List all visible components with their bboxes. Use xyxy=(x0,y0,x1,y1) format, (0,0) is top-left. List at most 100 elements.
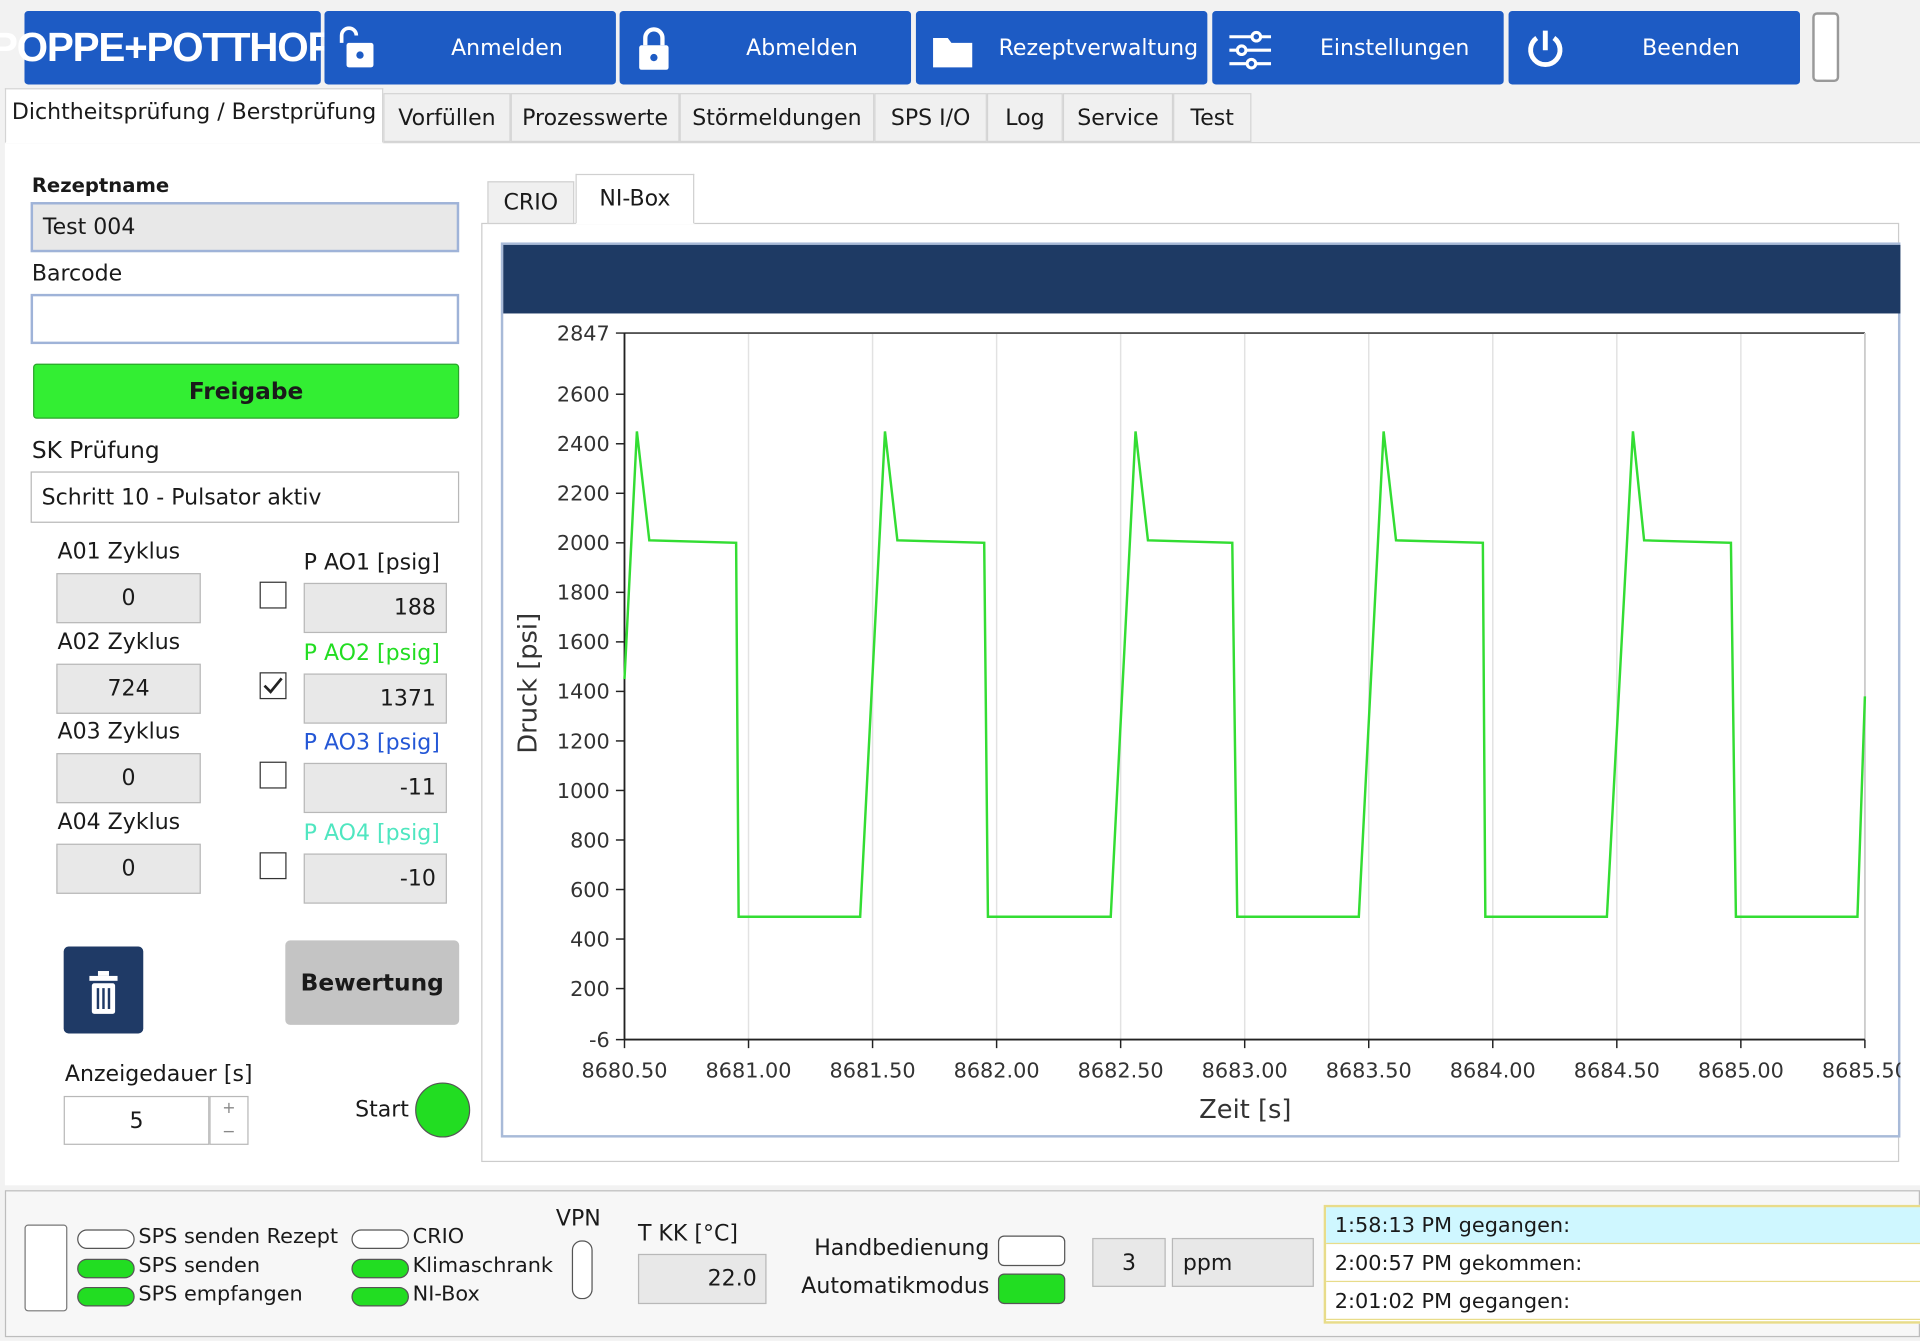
cycle-value: 0 xyxy=(121,855,136,882)
y-tick-label: 2400 xyxy=(557,432,610,456)
pressure-value: -10 xyxy=(399,865,436,891)
status-led xyxy=(77,1258,135,1278)
icon xyxy=(933,37,973,68)
tab[interactable]: Test xyxy=(1173,93,1252,143)
toolbar-button[interactable]: Abmelden xyxy=(619,11,912,85)
x-axis-title: Zeit [s] xyxy=(1199,1095,1291,1125)
y-tick-label: 2847 xyxy=(557,321,610,345)
y-tick-label: 200 xyxy=(570,977,610,1001)
tab[interactable]: Vorfüllen xyxy=(383,93,511,143)
pressure-label: P AO1 [psig] xyxy=(303,549,440,576)
x-tick-label: 8682.00 xyxy=(954,1059,1040,1083)
toolbar-button[interactable]: Anmelden xyxy=(324,11,616,85)
chart-header xyxy=(503,244,1901,314)
pressure-value: -11 xyxy=(399,775,436,801)
check-mark xyxy=(263,676,283,694)
recipe-value: Test 004 xyxy=(42,214,136,240)
status-led xyxy=(351,1258,409,1278)
cycle-value: 0 xyxy=(121,585,136,612)
start-indicator xyxy=(415,1082,471,1138)
button-icon xyxy=(634,26,683,75)
status-led-label: SPS senden Rezept xyxy=(138,1224,339,1249)
scroll-handle xyxy=(1812,12,1840,83)
y-tick-label: 400 xyxy=(570,927,610,951)
mode-label: Handbedienung xyxy=(814,1235,990,1262)
icon xyxy=(639,27,669,70)
x-tick-label: 8681.00 xyxy=(706,1059,792,1083)
pressure-field: 188 xyxy=(303,582,447,634)
chart-tab[interactable]: CRIO xyxy=(487,181,575,225)
chart-panel xyxy=(500,242,1901,1138)
temp-value: 22.0 xyxy=(707,1266,757,1292)
icon xyxy=(1229,30,1272,70)
x-tick-label: 8683.00 xyxy=(1202,1059,1288,1083)
tab[interactable]: Log xyxy=(986,93,1063,143)
vpn-label: VPN xyxy=(555,1206,601,1232)
logo: POPPE+POTTHOFF xyxy=(0,11,356,85)
checkbox[interactable] xyxy=(259,581,287,609)
button-icon xyxy=(339,26,388,75)
status-led-label: Klimaschrank xyxy=(412,1253,553,1278)
x-tick-label: 8681.50 xyxy=(830,1059,916,1083)
y-tick-label: 800 xyxy=(570,828,610,852)
chart-tab[interactable]: NI-Box xyxy=(575,173,695,225)
duration-field[interactable]: 5 xyxy=(63,1095,210,1145)
cycle-field: 0 xyxy=(56,573,201,624)
status-led-label: SPS senden xyxy=(138,1253,261,1278)
y-tick-label: -6 xyxy=(589,1028,610,1052)
status-led-label: SPS empfangen xyxy=(138,1282,303,1307)
release-button[interactable]: Freigabe xyxy=(33,363,460,419)
button-label: Abmelden xyxy=(746,34,858,61)
rate-button[interactable]: Bewertung xyxy=(285,940,460,1025)
status-led xyxy=(77,1229,135,1249)
x-tick-label: 8685.00 xyxy=(1698,1059,1784,1083)
y-tick-label: 1400 xyxy=(557,680,610,704)
cycle-field: 0 xyxy=(56,753,201,804)
checkbox[interactable] xyxy=(259,851,287,879)
pressure-field: -10 xyxy=(303,852,447,904)
step-field: Schritt 10 - Pulsator aktiv xyxy=(30,471,460,523)
icon xyxy=(1528,30,1563,68)
tab[interactable]: Service xyxy=(1062,93,1174,143)
pressure-label: P AO4 [psig] xyxy=(303,819,440,846)
x-tick-label: 8683.50 xyxy=(1326,1059,1412,1083)
y-tick-label: 1000 xyxy=(557,779,610,803)
y-tick-label: 2000 xyxy=(557,531,610,555)
cycle-field: 0 xyxy=(56,843,201,894)
x-tick-label: 8684.50 xyxy=(1574,1059,1660,1083)
ppm-unit: ppm xyxy=(1182,1249,1233,1276)
x-tick-label: 8682.50 xyxy=(1078,1059,1164,1083)
delete-button[interactable] xyxy=(63,946,144,1034)
ppm-value: 3 xyxy=(1121,1249,1136,1276)
pressure-label: P AO3 [psig] xyxy=(303,729,440,756)
pressure-value: 1371 xyxy=(379,685,436,711)
recipe-field[interactable]: Test 004 xyxy=(30,202,460,253)
toolbar-button[interactable]: Beenden xyxy=(1508,11,1800,85)
x-tick-label: 8680.50 xyxy=(581,1059,667,1083)
button-icon xyxy=(931,26,980,75)
tab[interactable]: Störmeldungen xyxy=(679,93,875,143)
message: 2:00:57 PM gekommen: xyxy=(1326,1245,1920,1283)
y-tick-label: 600 xyxy=(570,878,610,902)
checkbox[interactable] xyxy=(259,671,287,699)
message: 2:01:02 PM gegangen: xyxy=(1326,1283,1920,1320)
ppm-unit-field: ppm xyxy=(1171,1237,1314,1287)
y-axis-title: Druck [psi] xyxy=(513,613,543,754)
tab[interactable]: SPS I/O xyxy=(874,93,987,143)
tab[interactable]: Prozesswerte xyxy=(510,93,680,143)
x-tick-label: 8684.00 xyxy=(1450,1059,1536,1083)
duration-value: 5 xyxy=(129,1107,144,1134)
mode-indicator xyxy=(997,1235,1066,1267)
y-tick-label: 2600 xyxy=(557,383,610,407)
toolbar-button[interactable]: Rezeptverwaltung xyxy=(915,11,1208,85)
toolbar-button[interactable]: Einstellungen xyxy=(1212,11,1504,85)
spinner[interactable]: + − xyxy=(209,1095,249,1145)
barcode-field[interactable] xyxy=(30,293,460,345)
checkbox[interactable] xyxy=(259,761,287,789)
ppm-field: 3 xyxy=(1092,1237,1166,1287)
duration-label: Anzeigedauer [s] xyxy=(64,1061,253,1088)
tab[interactable]: Dichtheitsprüfung / Berstprüfung xyxy=(4,88,384,144)
step-value: Schritt 10 - Pulsator aktiv xyxy=(41,484,322,510)
